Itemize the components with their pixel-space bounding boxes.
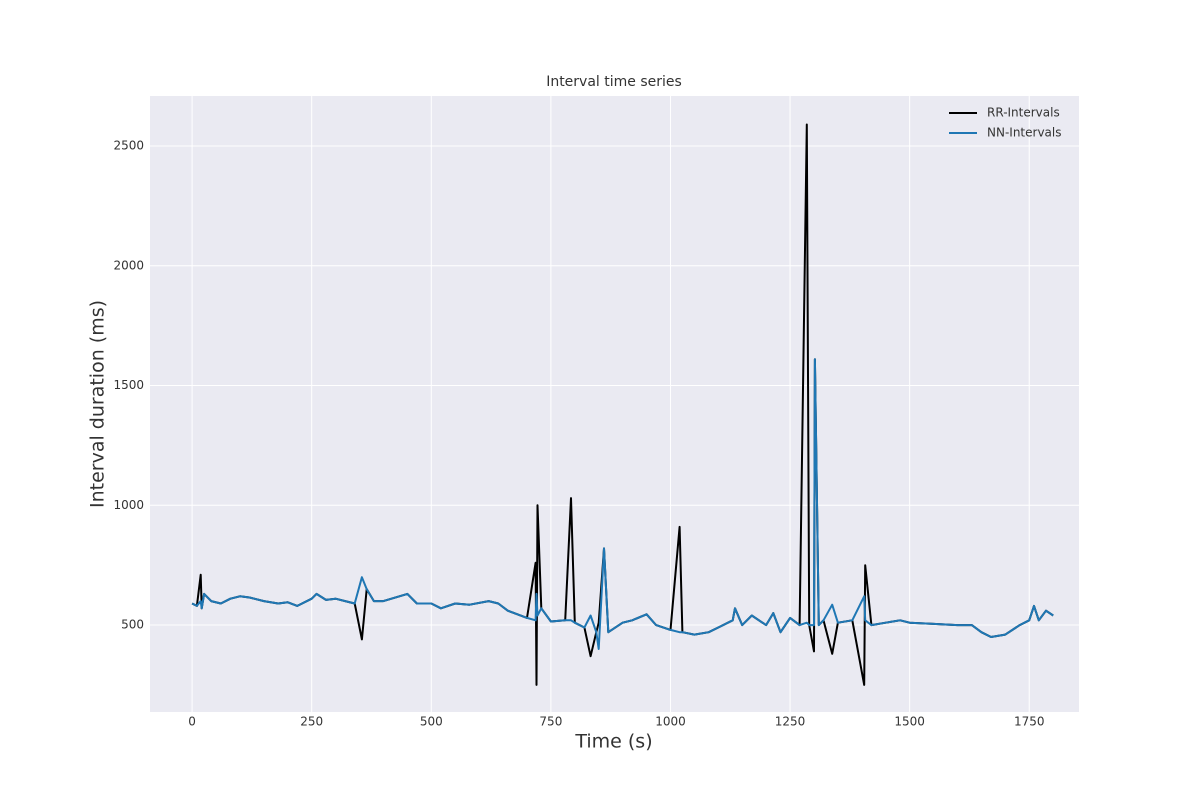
legend-label: RR-Intervals — [987, 106, 1060, 120]
x-tick-label: 1500 — [894, 715, 925, 729]
y-tick-label: 1000 — [113, 498, 144, 512]
x-tick-label: 1000 — [655, 715, 686, 729]
plot-area — [150, 96, 1079, 712]
x-tick-label: 1250 — [775, 715, 806, 729]
x-axis-label: Time (s) — [574, 731, 652, 753]
x-tick-label: 1750 — [1014, 715, 1045, 729]
chart-title: Interval time series — [546, 74, 682, 90]
y-tick-label: 2000 — [113, 258, 144, 272]
x-tick-label: 500 — [420, 715, 443, 729]
x-tick-label: 0 — [188, 715, 196, 729]
series-line — [191, 358, 1054, 650]
legend-label: NN-Intervals — [987, 126, 1062, 140]
y-tick-label: 500 — [121, 618, 144, 632]
x-tick-label: 250 — [300, 715, 323, 729]
y-axis-label: Interval duration (ms) — [87, 300, 109, 508]
y-tick-label: 1500 — [113, 378, 144, 392]
x-tick-label: 750 — [539, 715, 562, 729]
y-tick-label: 2500 — [113, 139, 144, 153]
